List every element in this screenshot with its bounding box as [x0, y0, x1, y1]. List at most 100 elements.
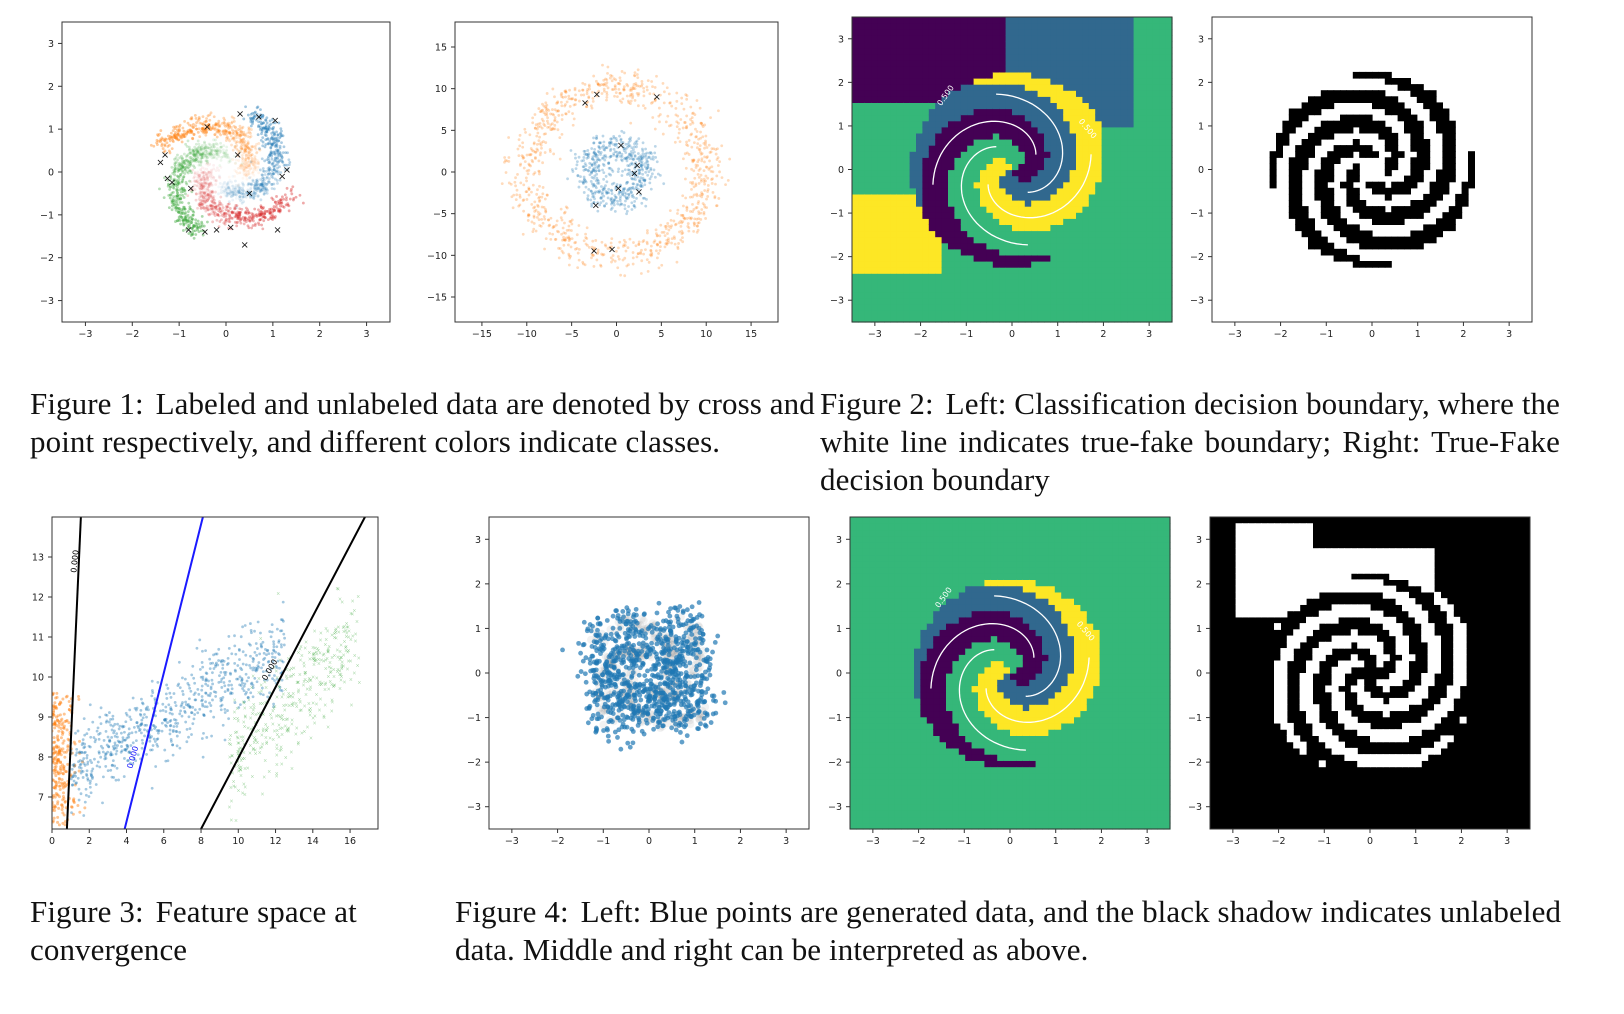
fig1-left-point	[227, 161, 231, 164]
fig1-left-point	[225, 153, 228, 157]
fig1-left-point	[212, 138, 216, 142]
fig1-left-point	[215, 148, 219, 152]
fig1-left-point	[199, 146, 203, 150]
fig1-left-point	[194, 152, 197, 156]
fig1-left-point	[188, 147, 192, 151]
fig1-left-point	[173, 161, 177, 165]
fig1-left-point	[204, 149, 208, 153]
fig1-left-point	[179, 222, 182, 226]
fig1-left-point	[194, 147, 198, 151]
fig1-left-point	[181, 171, 184, 175]
fig1-left-point	[208, 150, 212, 154]
fig1-left-point	[170, 208, 174, 212]
fig1-left-point	[206, 146, 210, 150]
fig1-left-point	[182, 205, 186, 209]
fig1-left-point	[210, 153, 214, 156]
fig1-left-point	[182, 152, 186, 156]
fig1-left-point	[169, 174, 172, 178]
fig1-left-point	[187, 216, 191, 220]
fig1-left-ytick-label: 0	[48, 168, 54, 179]
fig1-left-point	[196, 149, 199, 153]
fig1-left-point	[191, 231, 195, 235]
fig1-left-point	[191, 148, 195, 152]
fig1-left-point	[181, 193, 184, 197]
fig1-left-point	[193, 149, 196, 153]
fig1-left-point	[182, 159, 186, 163]
fig1-left-point	[193, 225, 196, 228]
fig1-left-point	[217, 155, 221, 158]
fig1-left-point	[188, 207, 192, 211]
fig1-left-point	[210, 149, 214, 152]
fig1-left-point	[219, 145, 222, 149]
fig1-left-point	[187, 220, 191, 224]
fig1-left-point	[178, 197, 182, 200]
fig1-left-point	[199, 159, 203, 163]
fig1-left-xtick-label: −2	[125, 329, 139, 340]
fig1-left-point	[180, 201, 184, 204]
fig1-left-point	[180, 180, 184, 184]
fig1-left-point	[192, 150, 196, 154]
fig1-left-point	[184, 180, 188, 184]
fig1-left-point	[194, 221, 198, 225]
fig1-left-point	[192, 210, 196, 214]
fig1-left-point	[172, 186, 176, 190]
fig1-left-point	[174, 179, 178, 183]
fig1-left-point	[204, 144, 208, 148]
fig1-left-point	[198, 226, 202, 230]
fig1-left-point	[168, 193, 172, 197]
fig1-left-point	[182, 222, 186, 226]
fig1-left-point	[189, 150, 193, 154]
fig1-left-point	[173, 200, 177, 203]
fig1-left-point	[194, 233, 198, 236]
fig1-left-point	[177, 197, 181, 201]
fig1-left-point	[186, 224, 190, 228]
fig1-left-point	[224, 151, 227, 155]
fig1-left-point	[229, 157, 232, 161]
fig1-left-point	[181, 210, 184, 214]
fig1-left-point	[172, 198, 176, 202]
fig1-left-point	[200, 152, 204, 156]
fig1-left-point	[180, 163, 184, 167]
fig1-left-point	[197, 222, 201, 226]
fig1-left-point	[179, 167, 183, 171]
fig1-left-point	[188, 223, 191, 227]
fig1-left-point	[189, 230, 192, 234]
fig1-left-point	[212, 156, 216, 160]
fig1-left-point	[202, 152, 205, 156]
fig1-left-point	[174, 204, 178, 208]
fig1-left-point	[174, 184, 178, 187]
fig1-left-point	[176, 194, 180, 198]
fig1-left-point	[171, 199, 174, 203]
fig1-left-point	[169, 185, 172, 189]
fig1-left-point	[204, 148, 208, 152]
fig1-left-point	[186, 139, 190, 143]
fig1-left-point	[205, 149, 209, 153]
fig1-left-point	[181, 180, 184, 184]
fig1-left-point	[189, 158, 193, 161]
fig1-left-point	[158, 187, 161, 191]
fig1-left-point	[186, 218, 190, 222]
fig1-left-point	[180, 215, 184, 219]
fig1-left-point	[180, 188, 184, 191]
fig1-left-xtick-label: 1	[270, 329, 276, 340]
fig1-left-point	[215, 142, 218, 146]
fig1-left-point	[207, 152, 211, 156]
fig1-left-point	[172, 182, 176, 186]
fig1-left-point	[171, 197, 175, 201]
fig1-left-point	[177, 182, 181, 186]
fig1-left-point	[181, 164, 184, 168]
fig1-left-point	[194, 159, 198, 163]
fig1-left-point	[196, 149, 200, 152]
fig1-left-point	[196, 226, 200, 230]
fig1-left-point	[181, 219, 185, 223]
fig1-left-point	[217, 148, 221, 152]
fig1-left-point	[212, 142, 216, 146]
fig1-left-point	[191, 148, 194, 152]
fig1-left-point	[183, 172, 187, 175]
fig1-left-point	[191, 150, 195, 154]
fig1-left-point	[174, 167, 178, 170]
fig1-left-point	[190, 232, 194, 236]
fig1-left-point	[220, 145, 223, 149]
fig1-left-point	[176, 219, 180, 223]
fig1-left-point	[187, 163, 191, 167]
